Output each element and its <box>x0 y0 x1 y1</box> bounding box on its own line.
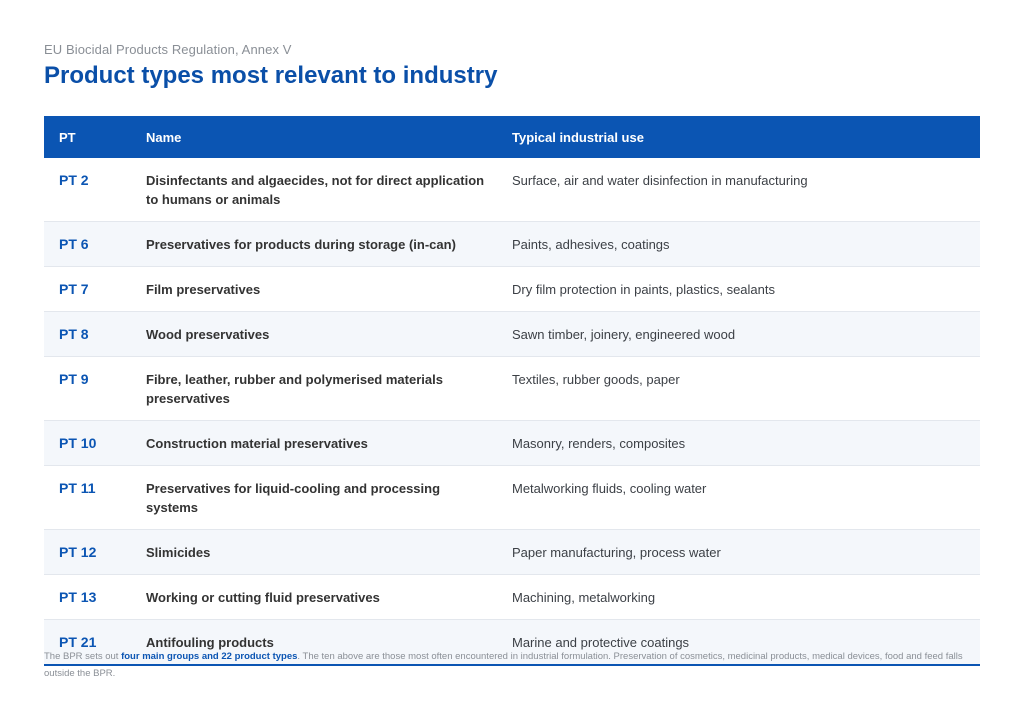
pt-code: PT 8 <box>44 311 131 357</box>
footnote: The BPR sets out four main groups and 22… <box>44 648 980 682</box>
table-header-row: PT Name Typical industrial use <box>44 116 980 158</box>
table-header: PT Name Typical industrial use <box>44 116 980 158</box>
pt-name: Disinfectants and algaecides, not for di… <box>131 158 497 222</box>
table-row: PT 10 Construction material preservative… <box>44 420 980 466</box>
pt-code: PT 6 <box>44 221 131 267</box>
table-body: PT 2 Disinfectants and algaecides, not f… <box>44 158 980 666</box>
column-header-name: Name <box>146 129 182 145</box>
table-row: PT 6 Preservatives for products during s… <box>44 221 980 267</box>
pt-use: Paper manufacturing, process water <box>497 529 980 575</box>
pt-code: PT 12 <box>44 529 131 575</box>
table-row: PT 21 Antifouling products Marine and pr… <box>44 619 980 666</box>
pt-code: PT 11 <box>44 465 131 530</box>
pt-use: Marine and protective coatings <box>497 619 980 666</box>
pt-use: Sawn timber, joinery, engineered wood <box>497 311 980 357</box>
footnote-highlight: four main groups and 22 product types <box>121 650 298 662</box>
pt-name: Construction material preservatives <box>131 420 497 466</box>
table-row: PT 8 Wood preservatives Sawn timber, joi… <box>44 311 980 357</box>
pt-use: Machining, metalworking <box>497 574 980 620</box>
table-row: PT 12 Slimicides Paper manufacturing, pr… <box>44 529 980 575</box>
pt-name: Preservatives for liquid-cooling and pro… <box>131 465 497 530</box>
table-row: PT 7 Film preservatives Dry film protect… <box>44 266 980 312</box>
footnote-text-end: . The ten above are those most often enc… <box>44 650 963 679</box>
table-row: PT 11 Preservatives for liquid-cooling a… <box>44 465 980 530</box>
page-title: Product types most relevant to industry <box>44 62 498 89</box>
pt-name: Slimicides <box>131 529 497 575</box>
table-row: PT 13 Working or cutting fluid preservat… <box>44 574 980 620</box>
kicker-text: EU Biocidal Products Regulation, Annex V <box>44 42 292 57</box>
pt-use: Surface, air and water disinfection in m… <box>497 158 980 222</box>
pt-use: Textiles, rubber goods, paper <box>497 356 980 421</box>
pt-use: Paints, adhesives, coatings <box>497 221 980 267</box>
pt-name: Film preservatives <box>131 266 497 312</box>
table-row: PT 2 Disinfectants and algaecides, not f… <box>44 158 980 222</box>
pt-name: Antifouling products <box>131 619 497 666</box>
pt-name: Working or cutting fluid preservatives <box>131 574 497 620</box>
pt-code: PT 2 <box>44 158 131 222</box>
pt-code: PT 9 <box>44 356 131 421</box>
pt-use: Metalworking fluids, cooling water <box>497 465 980 530</box>
product-types-table: PT Name Typical industrial use PT 2 Disi… <box>44 116 980 666</box>
pt-name: Fibre, leather, rubber and polymerised m… <box>131 356 497 421</box>
pt-name: Wood preservatives <box>131 311 497 357</box>
table-row: PT 9 Fibre, leather, rubber and polymeri… <box>44 356 980 421</box>
pt-code: PT 21 <box>44 619 131 666</box>
pt-code: PT 7 <box>44 266 131 312</box>
column-header-use: Typical industrial use <box>512 129 644 145</box>
footnote-text-start: The BPR sets out <box>44 650 122 662</box>
column-header-pt: PT <box>59 129 76 145</box>
pt-use: Masonry, renders, composites <box>497 420 980 466</box>
pt-use: Dry film protection in paints, plastics,… <box>497 266 980 312</box>
pt-code: PT 10 <box>44 420 131 466</box>
pt-name: Preservatives for products during storag… <box>131 221 497 267</box>
pt-code: PT 13 <box>44 574 131 620</box>
